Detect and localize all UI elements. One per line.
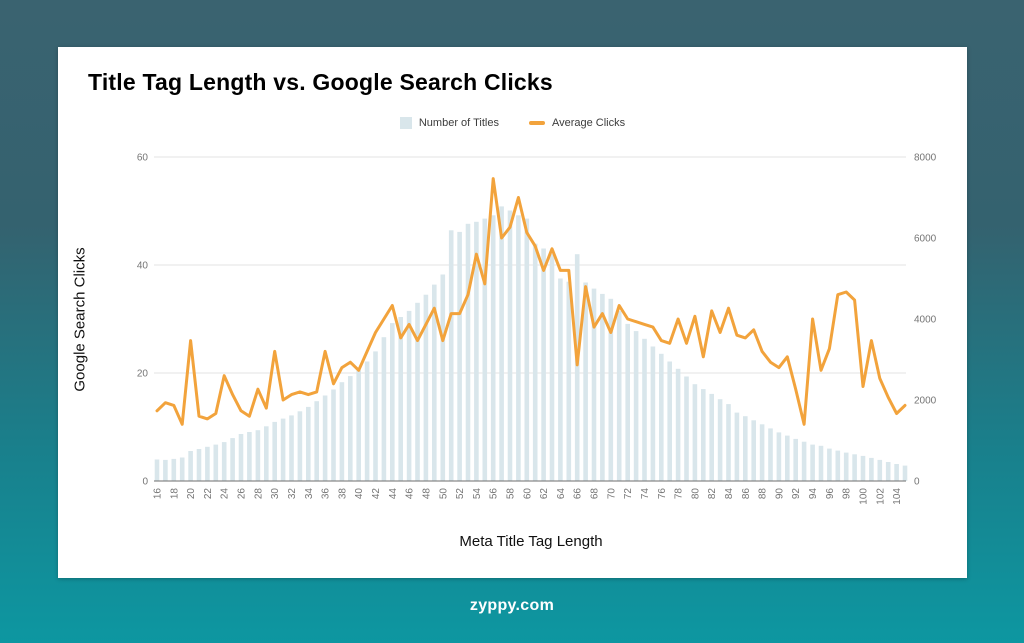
svg-text:16: 16 (153, 488, 164, 500)
svg-text:96: 96 (825, 488, 836, 500)
svg-text:78: 78 (674, 488, 685, 500)
svg-text:24: 24 (220, 488, 231, 500)
svg-text:50: 50 (438, 488, 449, 500)
svg-text:94: 94 (808, 488, 819, 500)
svg-text:38: 38 (337, 488, 348, 500)
svg-text:18: 18 (169, 488, 180, 500)
svg-text:54: 54 (472, 488, 483, 500)
svg-text:102: 102 (875, 488, 886, 505)
svg-text:66: 66 (573, 488, 584, 500)
line-series-average-clicks (155, 177, 907, 426)
svg-text:84: 84 (724, 488, 735, 500)
legend-item-average-clicks: Average Clicks (528, 117, 626, 129)
svg-text:6000: 6000 (914, 234, 937, 245)
right-axis-ticks: 0 2000 4000 6000 8000 (914, 153, 937, 488)
svg-text:4000: 4000 (914, 315, 937, 326)
svg-text:62: 62 (539, 488, 550, 500)
chart-legend: Number of Titles Average Clicks (58, 117, 967, 129)
svg-text:26: 26 (237, 488, 248, 500)
left-axis-ticks: 0 20 40 60 (137, 153, 149, 488)
svg-text:60: 60 (137, 153, 149, 164)
svg-text:58: 58 (506, 488, 517, 500)
svg-text:48: 48 (421, 488, 432, 500)
svg-text:8000: 8000 (914, 153, 937, 164)
svg-text:40: 40 (354, 488, 365, 500)
svg-text:104: 104 (892, 488, 903, 505)
svg-text:0: 0 (914, 477, 920, 488)
chart-title: Title Tag Length vs. Google Search Click… (88, 69, 553, 95)
bar-series-number-of-titles (154, 206, 908, 482)
svg-text:36: 36 (321, 488, 332, 500)
svg-text:56: 56 (489, 488, 500, 500)
left-axis-title: Google Search Clicks (71, 247, 89, 392)
bar-swatch-icon (399, 117, 412, 129)
chart-card: Title Tag Length vs. Google Search Click… (58, 47, 967, 578)
svg-text:88: 88 (758, 488, 769, 500)
svg-text:28: 28 (253, 488, 264, 500)
x-axis-ticks: 16 18 20 22 24 26 28 30 32 34 36 38 40 42 44 46 48 50 52 54… (153, 488, 904, 505)
svg-text:68: 68 (590, 488, 601, 500)
line-swatch-icon (528, 121, 545, 125)
svg-text:80: 80 (690, 488, 701, 500)
svg-text:74: 74 (640, 488, 651, 500)
svg-text:20: 20 (186, 488, 197, 500)
svg-text:98: 98 (842, 488, 853, 500)
svg-text:0: 0 (142, 477, 148, 488)
svg-text:82: 82 (707, 488, 718, 500)
gridlines (154, 156, 906, 374)
combo-chart-svg: 0 20 40 60 0 2000 4000 6000 8000 16 18 20 22 24 26 28 30… (137, 153, 937, 505)
legend-item-number-of-titles: Number of Titles (399, 117, 499, 129)
svg-text:44: 44 (388, 488, 399, 500)
footer-brand: zyppy.com (469, 597, 555, 614)
svg-text:2000: 2000 (914, 396, 937, 407)
svg-text:42: 42 (371, 488, 382, 500)
svg-text:20: 20 (137, 369, 149, 380)
svg-text:30: 30 (270, 488, 281, 500)
legend-label-clicks: Average Clicks (551, 117, 626, 129)
svg-text:92: 92 (791, 488, 802, 500)
svg-text:32: 32 (287, 488, 298, 500)
svg-text:72: 72 (623, 488, 634, 500)
svg-text:100: 100 (859, 488, 870, 505)
svg-text:22: 22 (203, 488, 214, 500)
legend-label-titles: Number of Titles (418, 117, 499, 129)
svg-text:76: 76 (657, 488, 668, 500)
svg-text:52: 52 (455, 488, 466, 500)
svg-text:34: 34 (304, 488, 315, 500)
x-axis-title: Meta Title Tag Length (459, 533, 603, 550)
svg-text:40: 40 (137, 261, 149, 272)
svg-text:64: 64 (556, 488, 567, 500)
svg-text:70: 70 (606, 488, 617, 500)
svg-text:90: 90 (774, 488, 785, 500)
svg-text:86: 86 (741, 488, 752, 500)
svg-text:60: 60 (522, 488, 533, 500)
svg-text:46: 46 (405, 488, 416, 500)
